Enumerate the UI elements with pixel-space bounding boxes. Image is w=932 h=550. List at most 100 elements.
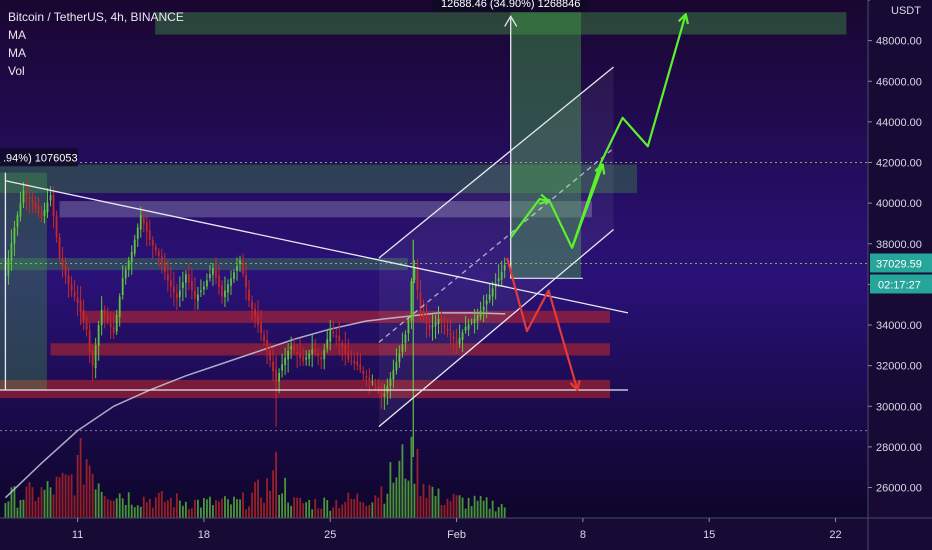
bullish-target-arrow-head <box>677 13 689 25</box>
candle-body <box>329 329 332 342</box>
candle-body <box>133 239 136 254</box>
volume-bar <box>269 490 271 518</box>
volume-bar <box>112 500 115 518</box>
y-tick-label: 42000.00 <box>876 158 922 170</box>
candle-body <box>338 336 341 342</box>
volume-bar <box>350 498 353 518</box>
volume-bar <box>190 508 193 518</box>
candle-body <box>148 230 151 240</box>
candle-body <box>106 313 109 322</box>
candle-body <box>437 318 440 324</box>
candle-body <box>163 262 166 273</box>
candle-body <box>55 215 58 237</box>
volume-bar <box>4 503 7 518</box>
volume-bar <box>40 487 43 518</box>
candle-body <box>350 360 353 362</box>
volume-bar <box>284 477 287 518</box>
volume-bar <box>257 479 259 518</box>
candle-body <box>440 318 443 323</box>
volume-bar <box>97 483 100 518</box>
volume-bar <box>172 507 175 518</box>
candle-body <box>91 350 94 366</box>
volume-bar <box>341 504 344 518</box>
volume-bar <box>209 496 211 518</box>
volume-bar <box>488 508 491 518</box>
candle-body <box>458 337 461 344</box>
candle-body <box>97 325 100 346</box>
volume-bar <box>142 496 145 518</box>
volume-bar <box>332 507 335 518</box>
volume-bar <box>224 496 226 518</box>
candle-body <box>266 340 268 350</box>
candle-body <box>242 261 244 274</box>
candle-body <box>154 247 157 251</box>
candle-body <box>428 325 431 330</box>
candle-body <box>251 301 253 309</box>
candle-body <box>326 339 329 349</box>
y-tick-label: 34000.00 <box>876 320 922 332</box>
descending-resistance-line <box>5 180 629 314</box>
candle-body <box>115 314 118 332</box>
candle-body <box>136 227 139 240</box>
symbol-title[interactable]: Bitcoin / TetherUS, 4h, BINANCE <box>8 10 184 24</box>
volume-bar <box>395 477 398 518</box>
candle-body <box>245 275 247 288</box>
volume-bar <box>212 505 214 518</box>
candle-body <box>184 274 187 283</box>
candle-body <box>485 300 488 305</box>
candle-body <box>398 353 401 363</box>
candle-body <box>434 322 437 327</box>
candle-body <box>368 377 371 380</box>
volume-bar <box>446 498 449 518</box>
volume-bar <box>160 490 163 518</box>
candle-body <box>37 205 40 213</box>
volume-bar <box>344 501 347 518</box>
countdown-badge: 02:17:27 <box>878 279 921 291</box>
candle-body <box>22 190 25 203</box>
candle-body <box>73 291 76 297</box>
candle-body <box>482 306 485 311</box>
candle-body <box>308 353 311 359</box>
candle-body <box>236 266 238 271</box>
ma-indicator-label-2[interactable]: MA <box>8 46 26 60</box>
volume-bar <box>73 495 76 518</box>
candle-body <box>218 275 220 288</box>
x-tick-label: 15 <box>703 529 715 541</box>
volume-bar <box>356 493 359 518</box>
volume-indicator-label[interactable]: Vol <box>8 64 25 78</box>
candle-body <box>311 349 314 355</box>
volume-bar <box>353 499 356 518</box>
volume-bar <box>34 501 37 518</box>
volume-bar <box>278 494 281 518</box>
candle-body <box>64 264 67 276</box>
volume-bar <box>398 460 401 518</box>
candle-body <box>178 290 181 298</box>
candle-body <box>404 334 407 343</box>
candle-body <box>344 344 347 354</box>
volume-bar <box>500 503 503 518</box>
candle-body <box>497 278 500 281</box>
volume-bar <box>58 477 61 518</box>
ma-indicator-label[interactable]: MA <box>8 28 26 42</box>
measure-label-left-bg <box>0 148 78 167</box>
candle-body <box>473 318 476 324</box>
volume-bar <box>203 498 205 518</box>
candle-body <box>272 361 274 372</box>
volume-bar <box>443 505 446 518</box>
candle-body <box>353 360 356 364</box>
volume-bar <box>79 438 82 518</box>
candle-body <box>323 349 326 360</box>
x-tick-label: Feb <box>447 529 466 541</box>
candle-body <box>491 288 494 297</box>
candle-body <box>341 342 344 348</box>
volume-bar <box>434 496 437 518</box>
volume-bar <box>416 448 419 518</box>
measure-label-bg <box>432 0 589 13</box>
volume-bar <box>287 502 290 518</box>
candle-body <box>16 215 19 227</box>
candle-body <box>227 284 229 293</box>
volume-bar <box>148 498 151 518</box>
